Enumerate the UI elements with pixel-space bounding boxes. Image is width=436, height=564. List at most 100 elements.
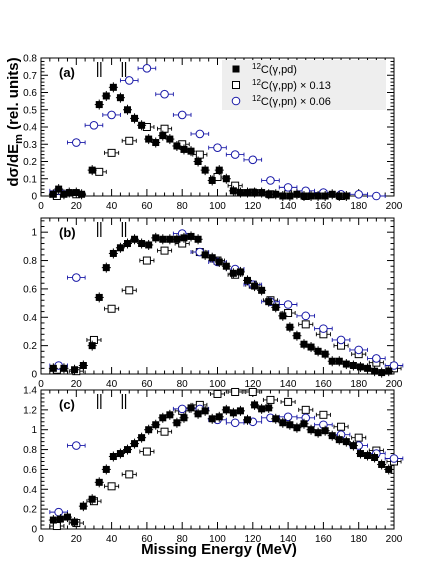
pd-marker: [364, 452, 372, 460]
pn-marker: [72, 441, 81, 450]
pp-marker: [142, 256, 151, 265]
data-point: [257, 187, 267, 198]
pd-marker: [321, 192, 329, 200]
data-point: [271, 302, 281, 313]
data-point: [351, 433, 367, 442]
pd-marker: [258, 189, 266, 197]
y-tick-label: 0.6: [23, 284, 37, 295]
pd-marker: [152, 421, 160, 429]
data-point: [130, 234, 140, 245]
panel-label: (c): [59, 397, 75, 412]
pd-marker: [131, 440, 139, 448]
data-point: [137, 120, 147, 131]
pn-marker: [372, 191, 381, 201]
data-point: [370, 366, 380, 377]
pd-marker: [293, 424, 301, 432]
x-tick-label: 40: [106, 379, 118, 390]
pd-marker: [116, 94, 124, 102]
pd-marker: [279, 312, 287, 320]
pd-marker: [307, 343, 315, 351]
pd-marker: [102, 92, 110, 100]
pp-marker: [231, 387, 240, 396]
data-point: [235, 266, 245, 277]
data-point: [172, 234, 182, 245]
data-point: [363, 363, 373, 374]
legend-label-text: C(γ,pn) × 0.06: [261, 96, 331, 108]
pd-marker: [328, 190, 336, 198]
pd-marker: [349, 442, 357, 450]
series-pn: [49, 229, 404, 370]
data-point: [377, 367, 387, 378]
data-point: [221, 261, 231, 272]
pd-marker: [78, 190, 86, 198]
pd-marker: [258, 286, 266, 294]
data-point: [333, 422, 349, 431]
data-point: [292, 330, 302, 341]
x-tick-label: 200: [386, 534, 403, 545]
data-point: [257, 285, 267, 296]
pd-marker: [180, 234, 188, 242]
data-point: [174, 239, 190, 248]
pd-marker: [138, 121, 146, 129]
data-point: [115, 448, 125, 459]
pn-marker: [89, 120, 99, 130]
data-point: [285, 419, 295, 430]
data-point: [367, 354, 386, 363]
pd-marker: [63, 513, 71, 521]
pd-marker: [328, 432, 336, 440]
data-point: [306, 342, 316, 353]
pd-marker: [95, 101, 103, 109]
data-point: [84, 120, 104, 130]
pd-marker: [159, 132, 167, 140]
pd-marker: [173, 142, 181, 150]
data-point: [292, 422, 302, 433]
pd-marker: [60, 364, 68, 372]
pd-marker: [49, 190, 57, 198]
pd-marker: [159, 235, 167, 243]
data-point: [225, 150, 245, 159]
pn-marker: [213, 143, 222, 152]
y-tick-label: 0.8: [23, 445, 37, 456]
pn-marker: [230, 150, 240, 159]
data-point: [94, 477, 104, 488]
data-point: [225, 418, 245, 428]
data-point: [306, 424, 316, 435]
pd-marker: [328, 357, 336, 365]
panel-label: (b): [59, 225, 76, 240]
data-point: [121, 136, 137, 145]
data-point: [104, 304, 120, 313]
pn-marker: [72, 138, 81, 147]
pd-marker: [95, 293, 103, 301]
x-tick-label: 100: [209, 201, 226, 212]
pn-marker: [354, 189, 364, 199]
pn-marker: [124, 76, 134, 85]
pn-marker: [177, 404, 187, 414]
pp-marker: [125, 470, 134, 479]
pn-marker: [231, 96, 241, 106]
pd-marker: [378, 369, 386, 377]
data-point: [367, 191, 386, 201]
y-tick-label: 0.7: [23, 71, 37, 82]
x-tick-label: 140: [280, 379, 297, 390]
data-point: [315, 410, 331, 419]
y-tick-label: 0: [31, 370, 37, 381]
data-point: [278, 310, 288, 321]
y-axis-title-sub: m: [13, 134, 25, 144]
data-point: [151, 232, 161, 243]
pd-marker: [208, 254, 216, 262]
data-point: [122, 238, 132, 249]
pd-marker: [371, 454, 379, 462]
pd-marker: [145, 426, 153, 434]
pd-marker: [378, 460, 386, 468]
pd-marker: [222, 262, 230, 270]
data-point: [137, 432, 147, 443]
data-point: [298, 405, 314, 414]
data-point: [245, 387, 261, 396]
data-point: [122, 444, 132, 455]
y-axis-title: dσ/dEm (rel. units): [5, 57, 25, 186]
x-tick-label: 140: [280, 201, 297, 212]
x-tick-label: 100: [209, 379, 226, 390]
data-point: [341, 436, 351, 447]
data-point: [62, 512, 72, 523]
pp-marker: [248, 387, 257, 396]
